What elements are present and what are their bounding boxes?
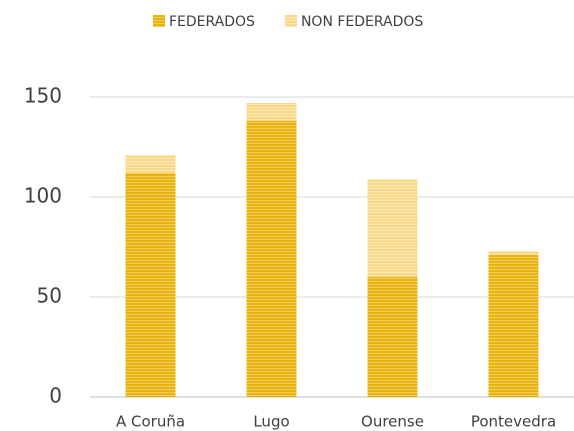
- x-tick-label: Pontevedra: [471, 413, 556, 431]
- bar-segment: [246, 103, 297, 121]
- y-tick-label: 150: [24, 84, 62, 108]
- x-tick-label: Ourense: [361, 413, 424, 431]
- bar-segment: [367, 277, 418, 397]
- bar-segment: [367, 179, 418, 277]
- x-tick-label: Lugo: [253, 413, 289, 431]
- legend-swatch: [153, 15, 165, 27]
- y-tick-label: 50: [37, 284, 62, 308]
- bar-segment: [125, 173, 176, 397]
- bar-segment: [125, 155, 176, 173]
- legend-label: NON FEDERADOS: [301, 14, 423, 30]
- bar-segment: [246, 121, 297, 397]
- y-tick-label: 100: [24, 184, 62, 208]
- legend-label: FEDERADOS: [169, 14, 255, 30]
- x-tick-label: A Coruña: [116, 413, 185, 431]
- bar-segment: [488, 255, 539, 397]
- legend-swatch: [284, 15, 297, 27]
- y-tick-label: 0: [49, 384, 62, 408]
- bar-segment: [488, 251, 539, 255]
